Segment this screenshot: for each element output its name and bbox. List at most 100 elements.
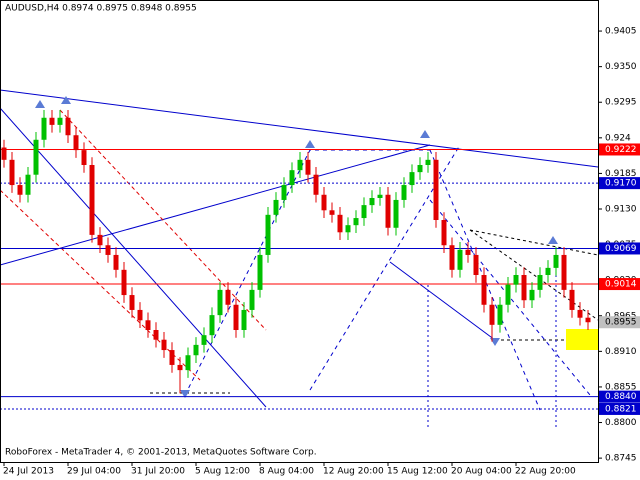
candle-body	[545, 267, 551, 275]
level-label: 0.8821	[605, 404, 637, 414]
candle-body	[529, 289, 535, 301]
candle-body	[401, 185, 407, 200]
level-label-box	[599, 316, 640, 329]
plot-frame	[0, 0, 599, 463]
x-tick-label: 20 Aug 04:00	[451, 467, 512, 477]
candle-body	[465, 249, 471, 255]
candle-body	[169, 350, 175, 365]
candle-body	[305, 159, 311, 175]
level-label-box	[599, 278, 640, 291]
candle-body	[1, 147, 7, 160]
candle-body	[233, 304, 239, 330]
candle-body	[209, 315, 215, 336]
candle-body	[225, 289, 231, 305]
candle-body	[81, 150, 87, 165]
candle-body	[425, 159, 431, 165]
y-tick-label: 0.9295	[605, 98, 637, 108]
forecast-line	[469, 229, 599, 321]
candle-body	[385, 194, 391, 228]
level-label-box	[599, 143, 640, 156]
candle-body	[553, 254, 559, 268]
candle-body	[57, 117, 63, 125]
candle-body	[585, 317, 591, 323]
candle-body	[65, 117, 71, 136]
candle-body	[361, 205, 367, 219]
forecast-line	[429, 149, 541, 411]
level-label: 0.8840	[605, 392, 637, 402]
x-tick-label: 15 Aug 12:00	[387, 467, 448, 477]
y-tick-label: 0.9185	[605, 169, 637, 179]
candle-body	[297, 159, 303, 171]
x-tick-label: 29 Jul 04:00	[67, 467, 121, 477]
candle-body	[561, 254, 567, 290]
candle-body	[313, 174, 319, 195]
channel-line	[0, 189, 201, 381]
candle-body	[369, 198, 375, 206]
candle-body	[489, 304, 495, 325]
chart-title: AUDUSD,H4 0.8974 0.8975 0.8948 0.8955	[5, 4, 197, 14]
y-tick-label: 0.924	[605, 133, 631, 143]
candle-body	[249, 289, 255, 310]
candle-body	[241, 309, 247, 330]
y-tick-label: 0.9405	[605, 27, 637, 37]
level-label-box	[599, 177, 640, 190]
candle-body	[193, 344, 199, 356]
plot-area	[0, 110, 598, 410]
y-tick-label: 0.8800	[605, 418, 637, 428]
candle-body	[137, 309, 143, 321]
candle-body	[73, 135, 79, 151]
forecast-line	[469, 229, 599, 256]
x-tick-label: 24 Jul 2013	[3, 467, 54, 477]
candle-body	[521, 275, 527, 301]
candle-body	[201, 335, 207, 345]
candle-body	[449, 245, 455, 270]
candle-body	[177, 364, 183, 371]
y-tick-label: 0.8745	[605, 454, 637, 464]
candle-body	[97, 234, 103, 246]
target-zone	[566, 329, 598, 350]
analysis-drawings	[0, 89, 599, 428]
trend-line	[389, 261, 496, 341]
x-tick-label: 31 Jul 20:00	[131, 467, 185, 477]
level-label: 0.9222	[605, 145, 637, 155]
level-label-box	[599, 242, 640, 255]
trend-line	[0, 89, 599, 168]
candle-body	[41, 117, 47, 140]
candle-body	[321, 194, 327, 211]
candle-body	[417, 165, 423, 173]
candle-body	[33, 139, 39, 175]
candle-body	[161, 339, 167, 351]
candle-body	[537, 275, 543, 290]
x-tick-label: 8 Aug 04:00	[259, 467, 314, 477]
y-tick-label: 0.8855	[605, 382, 637, 392]
candle-body	[393, 199, 399, 228]
level-label-box	[599, 390, 640, 403]
candle-body	[433, 159, 439, 220]
level-label: 0.9014	[605, 280, 637, 290]
candle-body	[121, 269, 127, 296]
candle-body	[345, 225, 351, 233]
forecast-line	[184, 149, 430, 396]
forecast-line	[429, 199, 591, 396]
candle-body	[337, 214, 343, 233]
candle-body	[505, 284, 511, 305]
candle-body	[89, 165, 95, 235]
candle-body	[513, 275, 519, 285]
candle-body	[265, 214, 271, 255]
candle-body	[377, 194, 383, 198]
candle-body	[9, 159, 15, 186]
y-tick-label: 0.9350	[605, 62, 637, 72]
footer: RoboForex - MetaTrader 4, © 2001-2013, M…	[5, 448, 317, 458]
candle-body	[153, 330, 159, 340]
trend-line	[0, 107, 267, 408]
candle-body	[289, 170, 295, 186]
candle-body	[185, 355, 191, 371]
x-tick-label: 22 Aug 20:00	[515, 467, 576, 477]
trend-line	[0, 144, 431, 266]
candle-body	[353, 218, 359, 226]
candle-body	[145, 320, 151, 330]
x-tick-label: 5 Aug 12:00	[195, 467, 250, 477]
candle-body	[49, 117, 55, 125]
